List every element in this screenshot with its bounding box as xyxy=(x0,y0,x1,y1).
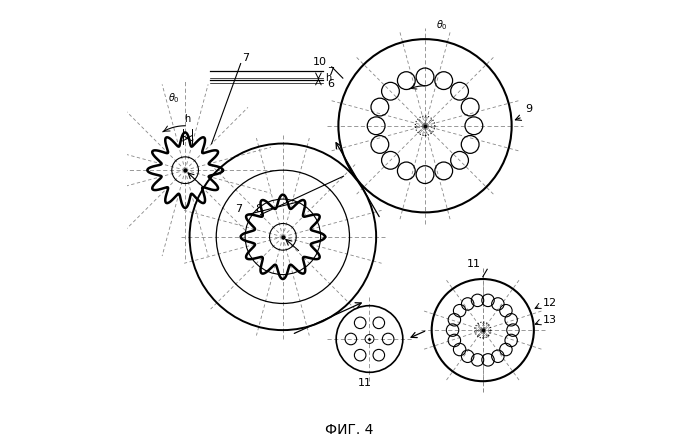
Text: 9: 9 xyxy=(525,105,532,114)
Text: 8: 8 xyxy=(255,204,262,215)
Text: 7: 7 xyxy=(242,53,249,63)
Text: 12: 12 xyxy=(542,298,557,308)
Text: 6: 6 xyxy=(327,79,334,89)
Text: h: h xyxy=(185,114,191,123)
Text: 13: 13 xyxy=(542,316,556,325)
Text: $\theta_0$: $\theta_0$ xyxy=(168,91,180,105)
Text: $\theta_0$: $\theta_0$ xyxy=(436,18,448,32)
Text: 11: 11 xyxy=(358,378,372,388)
Text: 7: 7 xyxy=(235,204,242,215)
Text: 11: 11 xyxy=(467,259,481,269)
Text: 7: 7 xyxy=(327,67,334,77)
Text: ФИГ. 4: ФИГ. 4 xyxy=(325,423,374,437)
Text: h: h xyxy=(325,73,331,83)
Text: 10: 10 xyxy=(313,57,327,67)
